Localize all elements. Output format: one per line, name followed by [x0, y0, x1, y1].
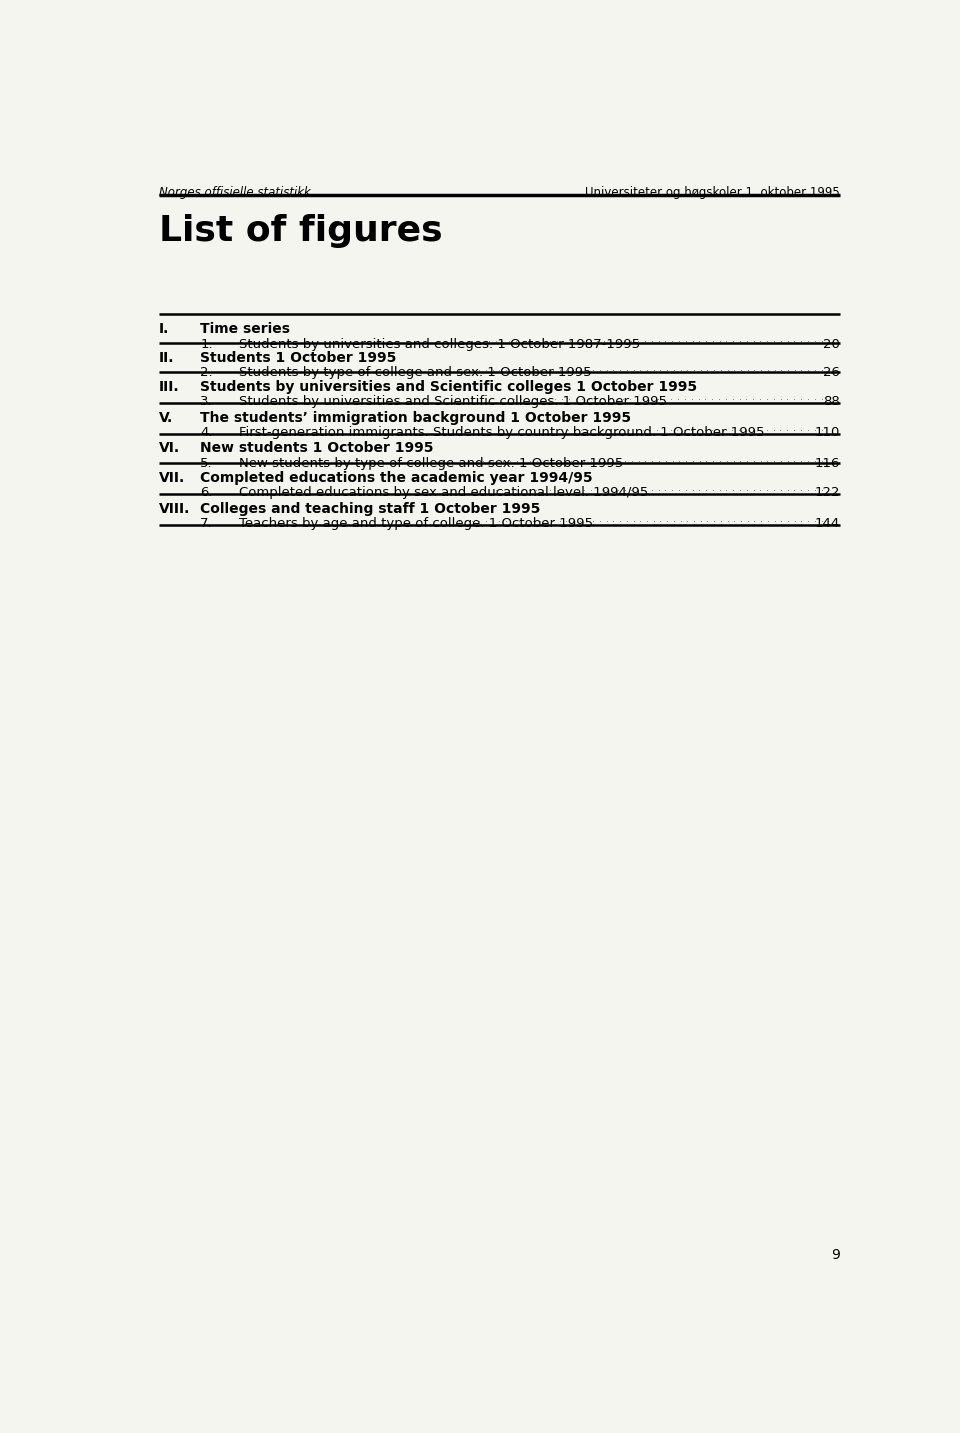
Text: V.: V.	[158, 411, 173, 424]
Text: II.: II.	[158, 351, 174, 364]
Text: Students by universities and Scientific colleges. 1 October 1995: Students by universities and Scientific …	[239, 396, 667, 408]
Text: Students 1 October 1995: Students 1 October 1995	[201, 351, 396, 364]
Text: 1.: 1.	[201, 338, 213, 351]
Text: Colleges and teaching staff 1 October 1995: Colleges and teaching staff 1 October 19…	[201, 502, 540, 516]
Text: Completed educations by sex and educational level. 1994/95: Completed educations by sex and educatio…	[239, 486, 648, 499]
Text: 4.: 4.	[201, 426, 213, 438]
Text: 26: 26	[824, 365, 840, 378]
Text: New students by type of college and sex. 1 October 1995: New students by type of college and sex.…	[239, 457, 623, 470]
Text: 9: 9	[831, 1248, 840, 1261]
Text: Students by universities and Scientific colleges 1 October 1995: Students by universities and Scientific …	[201, 380, 698, 394]
Text: Completed educations the academic year 1994/95: Completed educations the academic year 1…	[201, 470, 593, 484]
Text: The students’ immigration background 1 October 1995: The students’ immigration background 1 O…	[201, 411, 632, 424]
Text: 6.: 6.	[201, 486, 213, 499]
Text: VIII.: VIII.	[158, 502, 190, 516]
Text: 3.: 3.	[201, 396, 213, 408]
Text: 122: 122	[815, 486, 840, 499]
Text: 110: 110	[815, 426, 840, 438]
Text: 7.: 7.	[201, 517, 213, 530]
Text: Time series: Time series	[201, 322, 290, 337]
Text: Norges offisielle statistikk: Norges offisielle statistikk	[158, 186, 310, 199]
Text: List of figures: List of figures	[158, 215, 443, 248]
Text: 88: 88	[824, 396, 840, 408]
Text: New students 1 October 1995: New students 1 October 1995	[201, 441, 434, 456]
Text: 144: 144	[815, 517, 840, 530]
Text: VII.: VII.	[158, 470, 185, 484]
Text: Students by universities and colleges. 1 October 1987-1995: Students by universities and colleges. 1…	[239, 338, 640, 351]
Text: Teachers by age and type of college. 1 October 1995: Teachers by age and type of college. 1 O…	[239, 517, 593, 530]
Text: 5.: 5.	[201, 457, 213, 470]
Text: 20: 20	[824, 338, 840, 351]
Text: I.: I.	[158, 322, 169, 337]
Text: Universiteter og høgskoler 1. oktober 1995: Universiteter og høgskoler 1. oktober 19…	[586, 186, 840, 199]
Text: Students by type of college and sex. 1 October 1995: Students by type of college and sex. 1 O…	[239, 365, 591, 378]
Text: 2.: 2.	[201, 365, 213, 378]
Text: VI.: VI.	[158, 441, 180, 456]
Text: III.: III.	[158, 380, 180, 394]
Text: First-generation immigrants. Students by country background. 1 October 1995: First-generation immigrants. Students by…	[239, 426, 764, 438]
Text: 116: 116	[815, 457, 840, 470]
